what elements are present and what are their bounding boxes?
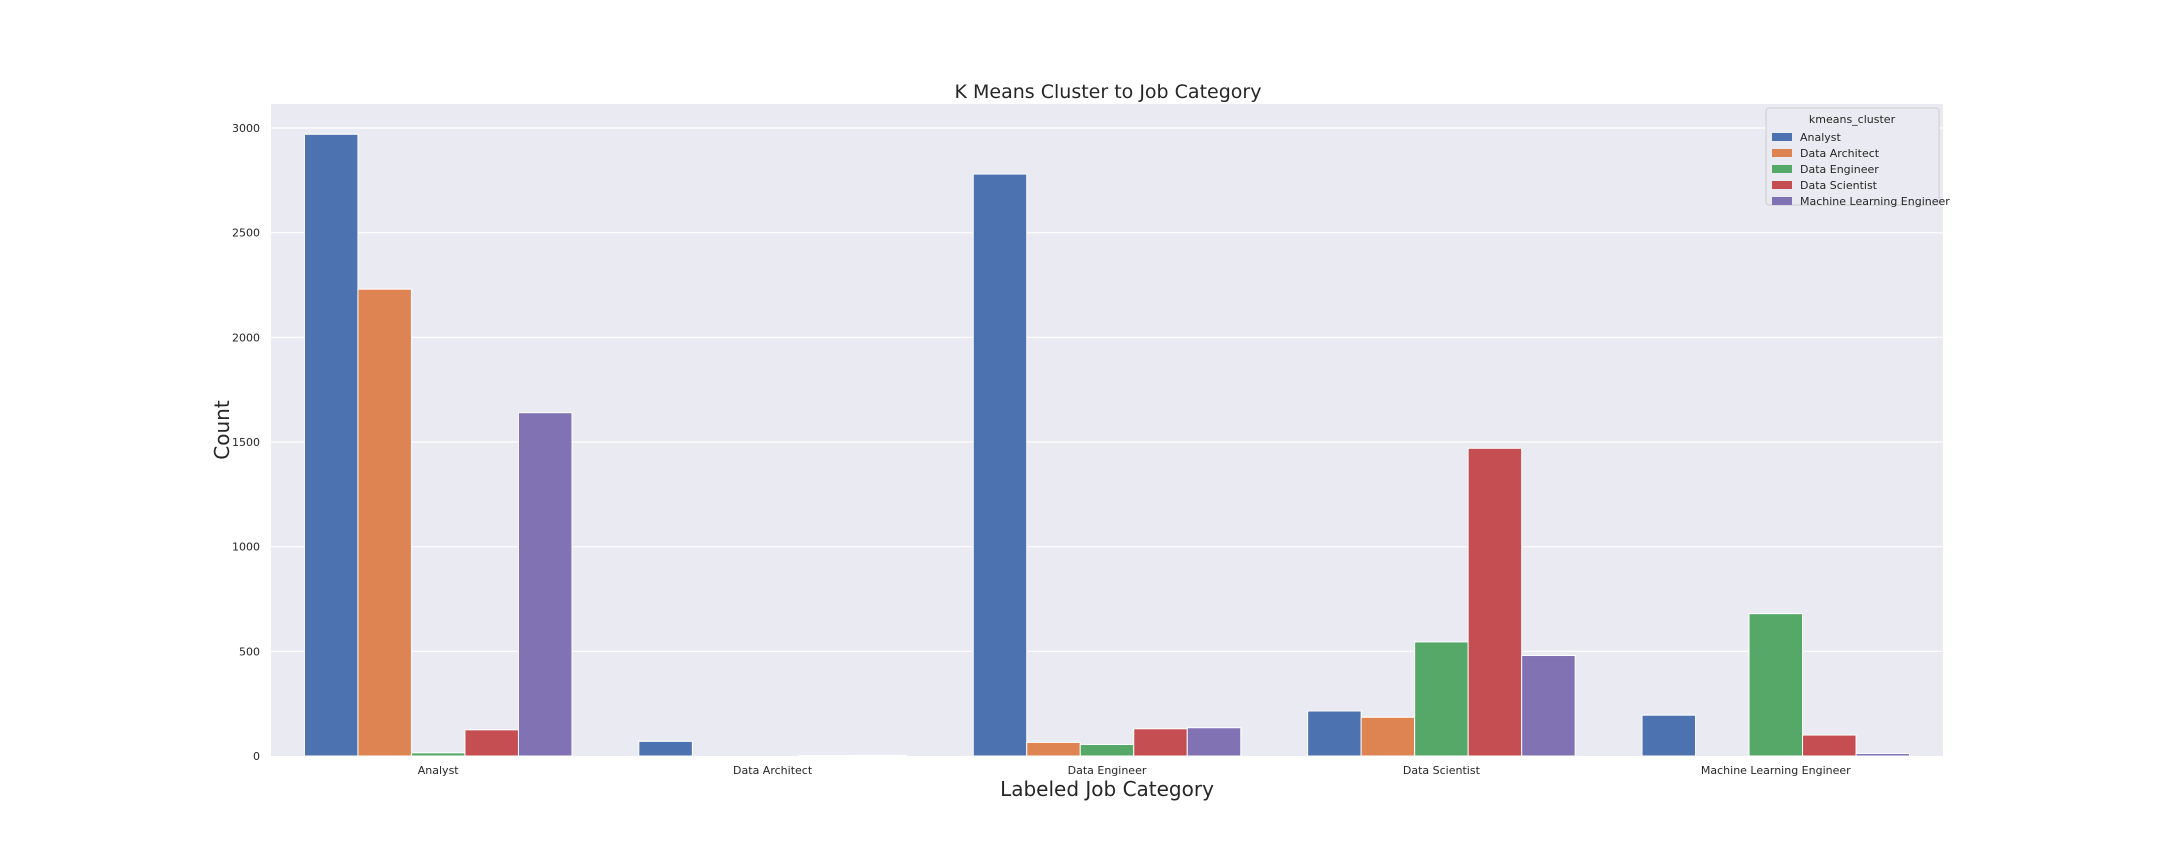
bar-data-engineer xyxy=(1079,743,1135,757)
bar-data-scientist xyxy=(1467,447,1523,757)
x-tick-label: Machine Learning Engineer xyxy=(1701,764,1851,777)
legend-label: Data Engineer xyxy=(1800,163,1879,176)
bar-machine-learning-engineer xyxy=(517,412,573,757)
bar-data-engineer xyxy=(1748,613,1804,757)
bar-data-engineer xyxy=(1414,641,1469,757)
bar-machine-learning-engineer xyxy=(1855,752,1911,757)
bar-machine-learning-engineer xyxy=(1186,727,1242,757)
y-tick-label: 1000 xyxy=(232,541,260,554)
x-tick-label: Analyst xyxy=(418,764,460,777)
legend-box xyxy=(1765,107,1940,206)
bar-data-scientist xyxy=(464,729,519,757)
y-tick-label: 500 xyxy=(239,645,260,658)
x-tick-label: Data Scientist xyxy=(1403,764,1481,777)
bar-data-architect xyxy=(1360,716,1416,757)
y-tick-label: 2500 xyxy=(232,227,260,240)
bar-data-scientist xyxy=(1133,728,1188,757)
legend-swatch xyxy=(1772,197,1792,205)
bar-data-architect xyxy=(357,288,412,757)
bar-analyst xyxy=(638,740,693,757)
bar-data-engineer xyxy=(410,752,466,757)
y-tick-label: 2000 xyxy=(232,331,260,344)
y-tick-label: 3000 xyxy=(232,122,260,135)
bar-analyst xyxy=(1307,710,1362,757)
x-tick-label: Data Engineer xyxy=(1068,764,1147,777)
legend-label: Machine Learning Engineer xyxy=(1800,195,1950,208)
x-axis-label: Labeled Job Category xyxy=(1000,777,1214,801)
legend-swatch xyxy=(1772,165,1792,173)
legend-swatch xyxy=(1772,181,1792,189)
legend-title: kmeans_cluster xyxy=(1809,113,1896,126)
legend-items: Analyst Data Architect Data Engineer Data S… xyxy=(1772,131,1950,208)
y-tick-label: 1500 xyxy=(232,436,260,449)
bar-machine-learning-engineer xyxy=(852,754,907,757)
x-tick-label: Data Architect xyxy=(733,764,813,777)
bar-analyst xyxy=(1641,714,1697,757)
bar-analyst xyxy=(303,133,359,757)
y-axis-label: Count xyxy=(210,400,234,460)
legend-label: Data Architect xyxy=(1800,147,1880,160)
legend: kmeans_cluster Analyst Data Architect Data… xyxy=(1765,107,1950,208)
bars xyxy=(303,133,1911,757)
y-tick-labels: 0 500 1000 1500 2000 2500 3000 xyxy=(232,122,260,763)
chart-title: K Means Cluster to Job Category xyxy=(955,81,1262,103)
legend-swatch xyxy=(1772,133,1792,141)
bar-analyst xyxy=(972,173,1028,757)
x-tick-labels: Analyst Data Architect Data Engineer Data S… xyxy=(418,764,1851,777)
bar-machine-learning-engineer xyxy=(1521,655,1576,757)
bar-data-architect xyxy=(1026,741,1081,757)
legend-swatch xyxy=(1772,149,1792,157)
bar-data-scientist xyxy=(1802,734,1857,757)
legend-label: Data Scientist xyxy=(1800,179,1878,192)
y-tick-label: 0 xyxy=(253,750,260,763)
legend-label: Analyst xyxy=(1800,131,1842,144)
